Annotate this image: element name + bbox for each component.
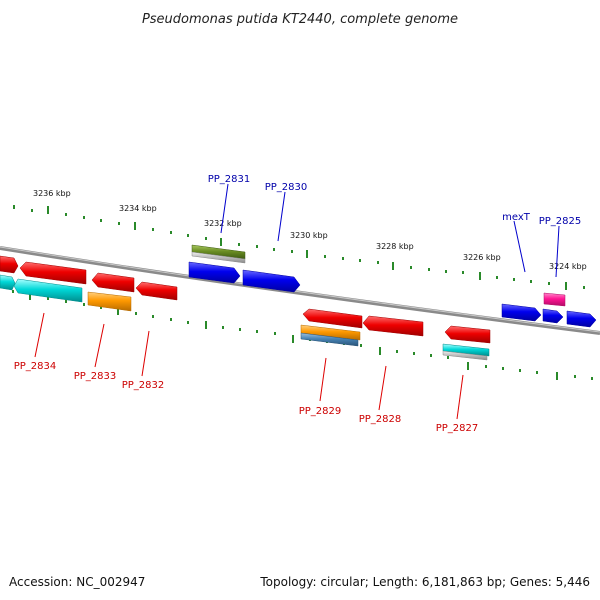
gene-label-pp2832[interactable]: PP_2832	[122, 380, 165, 391]
gene-label-pp2833[interactable]: PP_2833	[74, 371, 117, 382]
gene-arrow[interactable]	[91, 272, 135, 293]
gene-arrow[interactable]	[87, 291, 132, 312]
gene-arrow[interactable]	[302, 308, 363, 329]
gene-arrow[interactable]	[300, 332, 359, 347]
gene-arrow[interactable]	[566, 310, 597, 328]
gene-arrow[interactable]	[501, 303, 542, 322]
scale-label-3228: 3228 kbp	[376, 242, 414, 251]
gene-arrow[interactable]	[0, 274, 16, 291]
gene-arrow[interactable]	[444, 325, 491, 344]
gene-label-pp2831[interactable]: PP_2831	[208, 174, 251, 185]
scale-label-3234: 3234 kbp	[119, 204, 157, 213]
scale-ticks-upper	[13, 205, 585, 290]
accession-text: Accession: NC_002947	[9, 575, 146, 589]
gene-arrow[interactable]	[542, 308, 564, 324]
gene-label-mext[interactable]: mexT	[502, 212, 531, 223]
scale-label-3236: 3236 kbp	[33, 189, 71, 198]
gene-arrow[interactable]	[543, 292, 566, 307]
scale-label-3226: 3226 kbp	[463, 253, 501, 262]
gene-label-pp2828[interactable]: PP_2828	[359, 414, 402, 425]
scale-label-3224: 3224 kbp	[549, 262, 587, 271]
map-title: Pseudomonas putida KT2440, complete geno…	[142, 12, 458, 27]
gene-arrow[interactable]	[362, 315, 424, 337]
gene-arrow[interactable]	[300, 324, 361, 341]
label-leaders-red	[34, 312, 464, 420]
gene-arrow[interactable]	[19, 261, 87, 285]
gene-arrow[interactable]	[242, 269, 301, 293]
gene-arrow[interactable]	[13, 278, 83, 303]
gene-label-pp2825[interactable]: PP_2825	[539, 216, 582, 227]
gene-arrow[interactable]	[135, 281, 178, 301]
gene-arrow[interactable]	[0, 255, 19, 274]
topology-text: Topology: circular; Length: 6,181,863 bp…	[260, 575, 590, 589]
scale-ticks-lower	[12, 290, 593, 380]
gene-arrow[interactable]	[442, 350, 488, 361]
gene-label-pp2829[interactable]: PP_2829	[299, 406, 342, 417]
gene-arrow[interactable]	[442, 343, 490, 357]
label-leaders-blue	[220, 183, 560, 278]
scale-label-3230: 3230 kbp	[290, 231, 328, 240]
gene-label-pp2830[interactable]: PP_2830	[265, 182, 308, 193]
gene-arrow[interactable]	[188, 261, 241, 284]
gene-arrow[interactable]	[191, 251, 246, 264]
gene-label-pp2827[interactable]: PP_2827	[436, 423, 479, 434]
gene-label-pp2834[interactable]: PP_2834	[14, 361, 57, 372]
